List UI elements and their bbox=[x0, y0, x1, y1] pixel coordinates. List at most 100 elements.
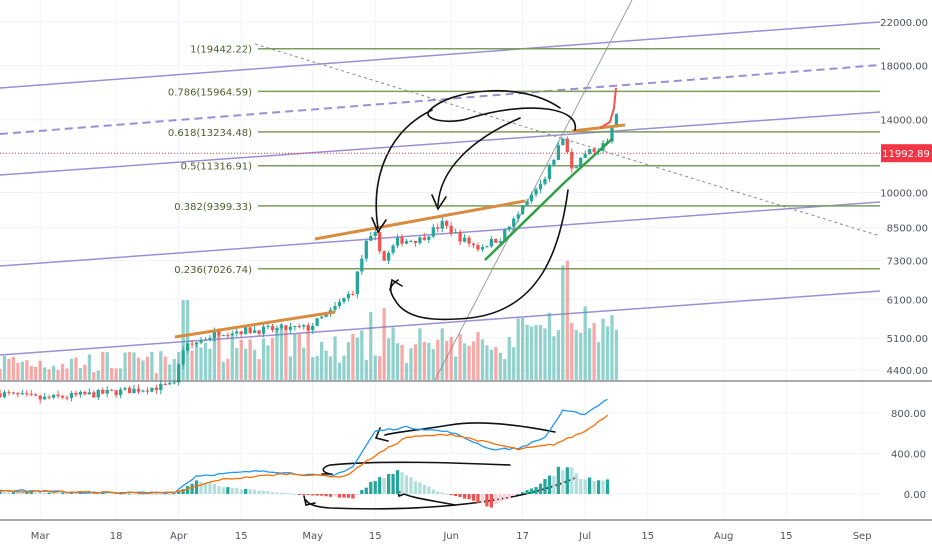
candle-body bbox=[462, 237, 467, 242]
volume-bar bbox=[418, 328, 422, 380]
volume-bar bbox=[43, 367, 47, 380]
macd-histogram-bar bbox=[0, 491, 2, 494]
candle-body bbox=[92, 392, 96, 398]
candle-body bbox=[279, 325, 284, 328]
macd-histogram-bar bbox=[543, 479, 547, 494]
x-tick-label: Aug bbox=[714, 531, 734, 542]
macd-histogram-bar bbox=[29, 492, 33, 494]
volume-bar bbox=[56, 370, 60, 380]
candle-body bbox=[145, 390, 150, 392]
macd-histogram-bar bbox=[145, 493, 150, 495]
fib-level-label: 0.236(7026.74) bbox=[174, 265, 252, 276]
candle-body bbox=[306, 325, 310, 331]
candle-body bbox=[163, 383, 167, 385]
candle-body bbox=[565, 138, 569, 153]
candle-body bbox=[217, 331, 221, 336]
volume-bar bbox=[2, 355, 7, 380]
volume-bar bbox=[311, 357, 315, 380]
macd-histogram-bar bbox=[449, 494, 453, 496]
fib-level-label: 0.382(9399.33) bbox=[174, 202, 252, 213]
hand-drawn-arrow-macd bbox=[374, 422, 556, 442]
macd-histogram-bar bbox=[248, 489, 252, 494]
y-tick-label: 4400.00 bbox=[887, 366, 928, 377]
volume-bar bbox=[400, 344, 404, 380]
candle-body bbox=[382, 251, 386, 261]
volume-bar bbox=[266, 345, 270, 380]
candle-body bbox=[60, 396, 65, 398]
macd-histogram-bar bbox=[592, 481, 596, 494]
steep-trend-line bbox=[434, 0, 633, 381]
macd-histogram-bar bbox=[302, 494, 306, 495]
volume-bar bbox=[16, 362, 20, 380]
macd-y-tick-label: 0.00 bbox=[904, 490, 926, 501]
macd-histogram-bar bbox=[413, 481, 418, 494]
volume-bar bbox=[203, 342, 208, 380]
volume-bar bbox=[105, 352, 109, 380]
candle-body bbox=[418, 237, 422, 244]
candle-body bbox=[364, 240, 368, 259]
macd-histogram-bar bbox=[445, 493, 449, 495]
candle-body bbox=[114, 390, 118, 396]
macd-histogram-bar bbox=[516, 494, 520, 495]
candle-body bbox=[226, 335, 230, 337]
candle-body bbox=[65, 397, 69, 399]
volume-bar bbox=[422, 342, 426, 380]
candle-body bbox=[516, 214, 520, 219]
y-tick-label: 18000.00 bbox=[880, 61, 928, 72]
volume-bar bbox=[293, 334, 297, 380]
candle-body bbox=[248, 327, 252, 333]
volume-bar bbox=[476, 332, 480, 380]
candle-body bbox=[369, 236, 373, 241]
candle-body bbox=[503, 229, 507, 242]
macd-histogram-bar bbox=[400, 472, 404, 494]
volume-bar bbox=[65, 368, 69, 380]
macd-histogram-bar bbox=[279, 492, 284, 494]
macd-histogram-bar bbox=[275, 492, 279, 494]
macd-histogram-bar bbox=[78, 492, 83, 494]
candle-body bbox=[297, 326, 301, 328]
volume-bar bbox=[319, 341, 324, 380]
candle-body bbox=[78, 391, 83, 395]
candle-body bbox=[538, 183, 543, 190]
macd-histogram-bar bbox=[458, 494, 462, 498]
volume-bar bbox=[51, 365, 56, 380]
macd-histogram-bar bbox=[110, 493, 114, 495]
volume-bar bbox=[462, 343, 467, 380]
macd-histogram-bar bbox=[556, 466, 561, 494]
macd-histogram-bar bbox=[297, 494, 301, 495]
candle-body bbox=[570, 152, 574, 169]
macd-histogram-bar bbox=[199, 482, 203, 494]
volume-bar bbox=[132, 352, 136, 380]
candle-body bbox=[284, 325, 288, 330]
candle-body bbox=[168, 382, 172, 385]
channel-line bbox=[0, 201, 881, 267]
macd-histogram-bar bbox=[471, 494, 476, 501]
macd-histogram-bar bbox=[552, 476, 556, 494]
candle-body bbox=[194, 342, 199, 345]
macd-histogram-bar bbox=[574, 473, 578, 494]
candle-body bbox=[275, 327, 279, 331]
red-rally-trace bbox=[599, 87, 617, 129]
volume-bar bbox=[208, 348, 212, 380]
signal-line bbox=[0, 414, 608, 495]
macd-histogram-bar bbox=[194, 480, 199, 494]
macd-histogram-bar bbox=[521, 492, 525, 494]
volume-bar bbox=[391, 327, 395, 380]
macd-histogram-bar bbox=[498, 494, 502, 502]
volume-bar bbox=[333, 336, 337, 380]
macd-histogram-bar bbox=[319, 494, 324, 496]
orange-trendline bbox=[314, 199, 526, 241]
macd-histogram-bar bbox=[529, 488, 534, 494]
volume-bar bbox=[480, 339, 485, 380]
x-tick-label: 15 bbox=[641, 531, 654, 542]
volume-bar bbox=[494, 347, 498, 380]
volume-bar bbox=[351, 333, 355, 380]
macd-y-tick-label: 400.00 bbox=[891, 450, 926, 461]
volume-bar bbox=[364, 359, 368, 380]
candle-body bbox=[154, 387, 158, 391]
candle-body bbox=[547, 164, 552, 179]
fib-level-label: 1(19442.22) bbox=[190, 45, 252, 56]
x-tick-label: 15 bbox=[369, 531, 382, 542]
volume-bar bbox=[512, 347, 516, 380]
